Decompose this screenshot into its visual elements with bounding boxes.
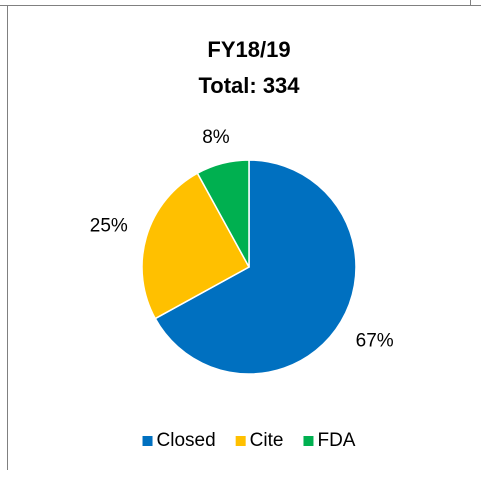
data-label: 25% [90,215,128,236]
legend-swatch [235,436,246,446]
chart-title: FY18/19 [207,37,290,62]
legend-label: Cite [250,430,284,451]
pie-slice [154,159,357,375]
legend-label: Closed [157,430,216,451]
pie-slice [141,172,251,320]
pie-slice [196,159,250,268]
legend-swatch [303,436,314,446]
data-label: 8% [202,127,230,148]
data-label: 67% [356,330,394,351]
chart-subtitle: Total: 334 [198,73,300,98]
legend-swatch [142,436,153,446]
legend-label: FDA [317,430,355,451]
